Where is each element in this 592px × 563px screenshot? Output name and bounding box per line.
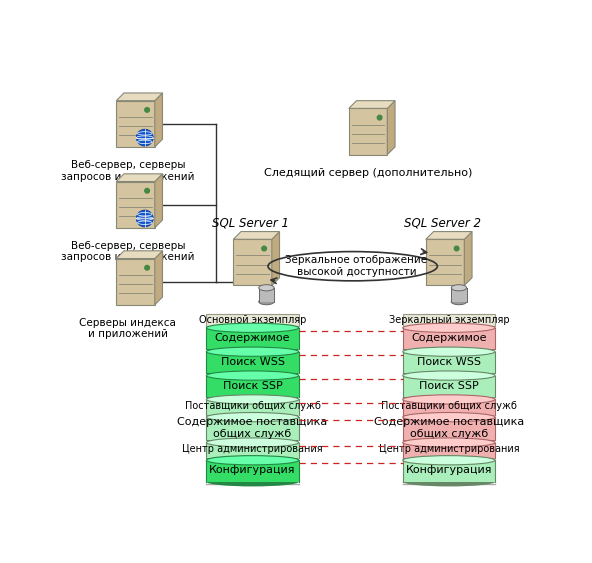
Text: Конфигурация: Конфигурация: [210, 465, 296, 475]
Ellipse shape: [207, 477, 299, 486]
Polygon shape: [233, 239, 272, 285]
Text: Следящий сервер (дополнительно): Следящий сервер (дополнительно): [264, 168, 472, 178]
Ellipse shape: [207, 436, 299, 445]
Text: Зеркальный экземпляр: Зеркальный экземпляр: [388, 315, 509, 325]
Polygon shape: [403, 417, 495, 440]
Ellipse shape: [403, 323, 495, 332]
Ellipse shape: [451, 298, 466, 305]
Polygon shape: [403, 352, 495, 373]
Ellipse shape: [207, 395, 299, 404]
Ellipse shape: [451, 285, 466, 291]
Polygon shape: [349, 108, 387, 155]
Ellipse shape: [259, 298, 274, 305]
Ellipse shape: [207, 453, 299, 463]
Text: Содержимое: Содержимое: [411, 333, 487, 343]
Text: Поставщики общих служб: Поставщики общих служб: [381, 401, 517, 412]
Circle shape: [145, 265, 149, 270]
Polygon shape: [155, 174, 162, 227]
Text: Поиск WSS: Поиск WSS: [221, 357, 285, 367]
Polygon shape: [403, 443, 495, 458]
Ellipse shape: [207, 345, 299, 354]
Text: Содержимое поставщика
общих служб: Содержимое поставщика общих служб: [374, 417, 524, 439]
Ellipse shape: [207, 410, 299, 419]
Circle shape: [145, 189, 149, 193]
Text: Конфигурация: Конфигурация: [406, 465, 492, 475]
Text: Веб-сервер, серверы
запросов и приложений: Веб-сервер, серверы запросов и приложени…: [61, 241, 195, 262]
Ellipse shape: [207, 392, 299, 402]
Polygon shape: [207, 399, 299, 415]
Circle shape: [136, 129, 153, 146]
Ellipse shape: [403, 477, 495, 486]
FancyBboxPatch shape: [207, 314, 299, 327]
Polygon shape: [207, 328, 299, 350]
Ellipse shape: [403, 371, 495, 380]
Polygon shape: [116, 93, 162, 101]
Text: Содержимое поставщика
общих служб: Содержимое поставщика общих служб: [178, 417, 328, 439]
Text: Содержимое: Содержимое: [215, 333, 290, 343]
Polygon shape: [116, 258, 155, 305]
Text: Зеркальное отображение
высокой доступности: Зеркальное отображение высокой доступнос…: [285, 256, 427, 277]
Polygon shape: [116, 181, 155, 227]
Ellipse shape: [207, 347, 299, 356]
Polygon shape: [272, 231, 279, 285]
Text: Центр администрирования: Центр администрирования: [182, 444, 323, 454]
Polygon shape: [259, 288, 274, 302]
Text: Поиск SSP: Поиск SSP: [419, 381, 479, 391]
Ellipse shape: [403, 369, 495, 378]
Circle shape: [454, 246, 459, 251]
Polygon shape: [451, 288, 466, 302]
Text: Веб-сервер, серверы
запросов и приложений: Веб-сервер, серверы запросов и приложени…: [61, 160, 195, 181]
Text: Поставщики общих служб: Поставщики общих служб: [185, 401, 321, 412]
Polygon shape: [387, 101, 395, 155]
Ellipse shape: [403, 455, 495, 465]
Polygon shape: [403, 376, 495, 397]
Polygon shape: [349, 101, 395, 108]
Ellipse shape: [207, 455, 299, 465]
Polygon shape: [403, 399, 495, 415]
Ellipse shape: [403, 436, 495, 445]
Polygon shape: [403, 328, 495, 350]
Polygon shape: [155, 93, 162, 147]
Polygon shape: [207, 376, 299, 397]
Ellipse shape: [207, 371, 299, 380]
Ellipse shape: [207, 438, 299, 447]
Polygon shape: [207, 352, 299, 373]
Text: Центр администрирования: Центр администрирования: [379, 444, 519, 454]
Ellipse shape: [403, 347, 495, 356]
Polygon shape: [403, 461, 495, 482]
Text: SQL Server 2: SQL Server 2: [404, 216, 481, 229]
Ellipse shape: [403, 392, 495, 402]
Circle shape: [262, 246, 266, 251]
FancyBboxPatch shape: [403, 314, 495, 327]
Polygon shape: [155, 251, 162, 305]
Polygon shape: [233, 231, 279, 239]
Ellipse shape: [403, 395, 495, 404]
Polygon shape: [116, 101, 155, 147]
Ellipse shape: [207, 413, 299, 422]
Ellipse shape: [259, 285, 274, 291]
Text: Поиск SSP: Поиск SSP: [223, 381, 282, 391]
Ellipse shape: [403, 453, 495, 463]
Ellipse shape: [403, 410, 495, 419]
Circle shape: [136, 210, 153, 227]
Ellipse shape: [207, 323, 299, 332]
Polygon shape: [426, 239, 464, 285]
Polygon shape: [207, 443, 299, 458]
Circle shape: [377, 115, 382, 120]
Ellipse shape: [207, 369, 299, 378]
Text: Основной экземпляр: Основной экземпляр: [199, 315, 306, 325]
Ellipse shape: [403, 413, 495, 422]
Polygon shape: [426, 231, 472, 239]
Text: SQL Server 1: SQL Server 1: [212, 216, 289, 229]
Ellipse shape: [403, 438, 495, 447]
Polygon shape: [207, 461, 299, 482]
Polygon shape: [116, 174, 162, 181]
Polygon shape: [116, 251, 162, 258]
Polygon shape: [207, 417, 299, 440]
Text: Поиск WSS: Поиск WSS: [417, 357, 481, 367]
Ellipse shape: [403, 345, 495, 354]
Polygon shape: [464, 231, 472, 285]
Circle shape: [145, 108, 149, 112]
Text: Серверы индекса
и приложений: Серверы индекса и приложений: [79, 318, 176, 339]
